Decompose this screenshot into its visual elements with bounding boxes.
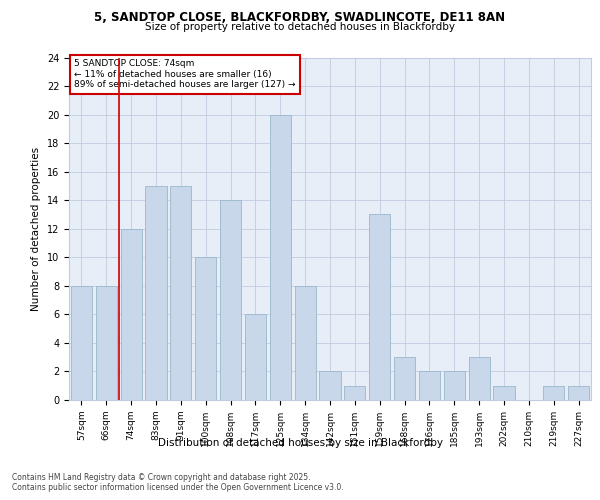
Bar bbox=[419, 372, 440, 400]
Bar bbox=[295, 286, 316, 400]
Bar bbox=[568, 386, 589, 400]
Text: 5, SANDTOP CLOSE, BLACKFORDBY, SWADLINCOTE, DE11 8AN: 5, SANDTOP CLOSE, BLACKFORDBY, SWADLINCO… bbox=[94, 11, 506, 24]
Bar bbox=[245, 314, 266, 400]
Bar bbox=[71, 286, 92, 400]
Bar bbox=[145, 186, 167, 400]
Text: 5 SANDTOP CLOSE: 74sqm
← 11% of detached houses are smaller (16)
89% of semi-det: 5 SANDTOP CLOSE: 74sqm ← 11% of detached… bbox=[74, 59, 296, 89]
Bar bbox=[469, 357, 490, 400]
Bar bbox=[270, 114, 291, 400]
Text: Size of property relative to detached houses in Blackfordby: Size of property relative to detached ho… bbox=[145, 22, 455, 32]
Y-axis label: Number of detached properties: Number of detached properties bbox=[31, 146, 41, 311]
Bar bbox=[220, 200, 241, 400]
Bar bbox=[444, 372, 465, 400]
Text: Contains HM Land Registry data © Crown copyright and database right 2025.
Contai: Contains HM Land Registry data © Crown c… bbox=[12, 472, 344, 492]
Bar bbox=[319, 372, 341, 400]
Text: Distribution of detached houses by size in Blackfordby: Distribution of detached houses by size … bbox=[157, 438, 443, 448]
Bar bbox=[369, 214, 390, 400]
Bar bbox=[493, 386, 515, 400]
Bar bbox=[195, 258, 216, 400]
Bar bbox=[121, 229, 142, 400]
Bar bbox=[394, 357, 415, 400]
Bar bbox=[344, 386, 365, 400]
Bar bbox=[170, 186, 191, 400]
Bar bbox=[543, 386, 564, 400]
Bar bbox=[96, 286, 117, 400]
